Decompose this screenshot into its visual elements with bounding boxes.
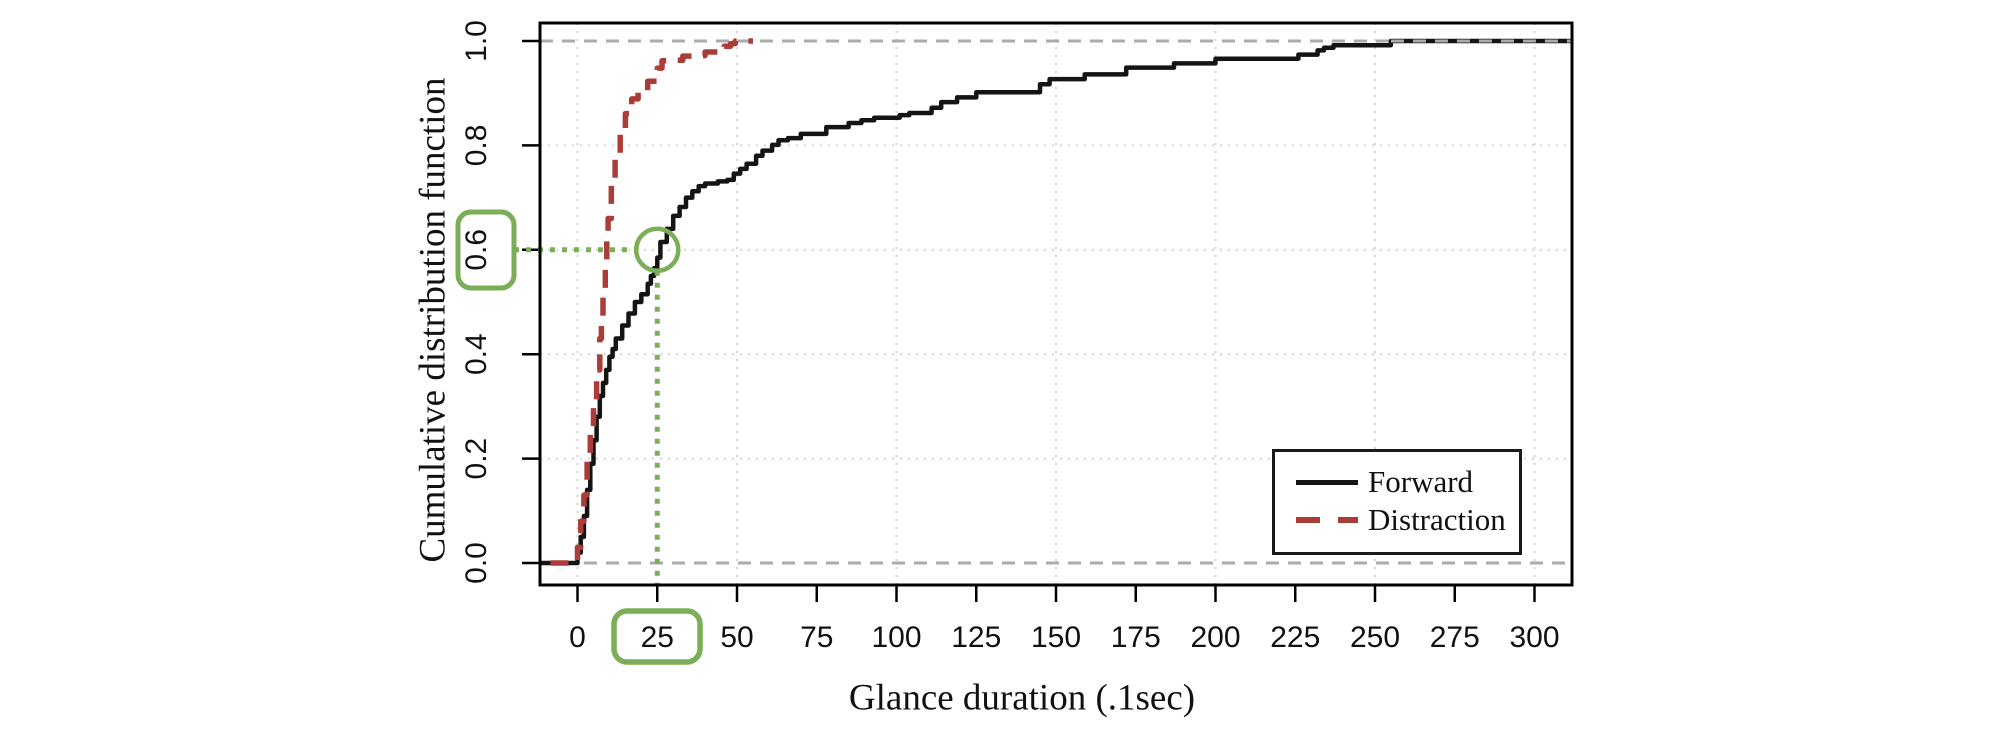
legend-entry-distraction: Distraction [1296,501,1519,539]
distraction-line-swatch [1296,517,1358,523]
x-tick-label: 75 [800,621,833,654]
x-axis-title: Glance duration (.1sec) [848,677,1196,719]
x-tick-label: 250 [1350,621,1400,654]
y-tick-label: 0.0 [460,542,493,584]
x-tick-label: 275 [1430,621,1480,654]
y-tick-label: 0.4 [460,333,493,375]
legend-label-forward: Forward [1368,464,1474,499]
y-axis-title: Cumulative distribution function [412,77,454,563]
distraction-curve [550,38,753,566]
y-tick-label: 0.2 [460,438,493,480]
annotation-box-x-label [611,608,703,665]
plot-border [538,21,1574,587]
x-tick-label: 150 [1031,621,1081,654]
y-tick-label: 1.0 [460,20,493,62]
x-tick-label: 300 [1509,621,1559,654]
y-tick-label: 0.8 [460,125,493,167]
legend: Forward Distraction [1272,449,1522,555]
x-tick-label: 225 [1270,621,1320,654]
legend-label-distraction: Distraction [1368,502,1506,537]
x-tick-label: 50 [720,621,753,654]
forward-curve [539,38,1573,566]
x-tick-label: 175 [1111,621,1161,654]
y-tick-label: 0.6 [460,229,493,271]
forward-line-swatch [1296,479,1358,485]
x-tick-label: 25 [641,621,674,654]
x-tick-label: 100 [871,621,921,654]
x-tick-label: 0 [569,621,586,654]
annotation-box-y-label [455,209,517,291]
x-tick-label: 200 [1190,621,1240,654]
x-tick-label: 125 [951,621,1001,654]
annotation-point-circle [634,226,681,274]
legend-entry-forward: Forward [1296,463,1519,501]
